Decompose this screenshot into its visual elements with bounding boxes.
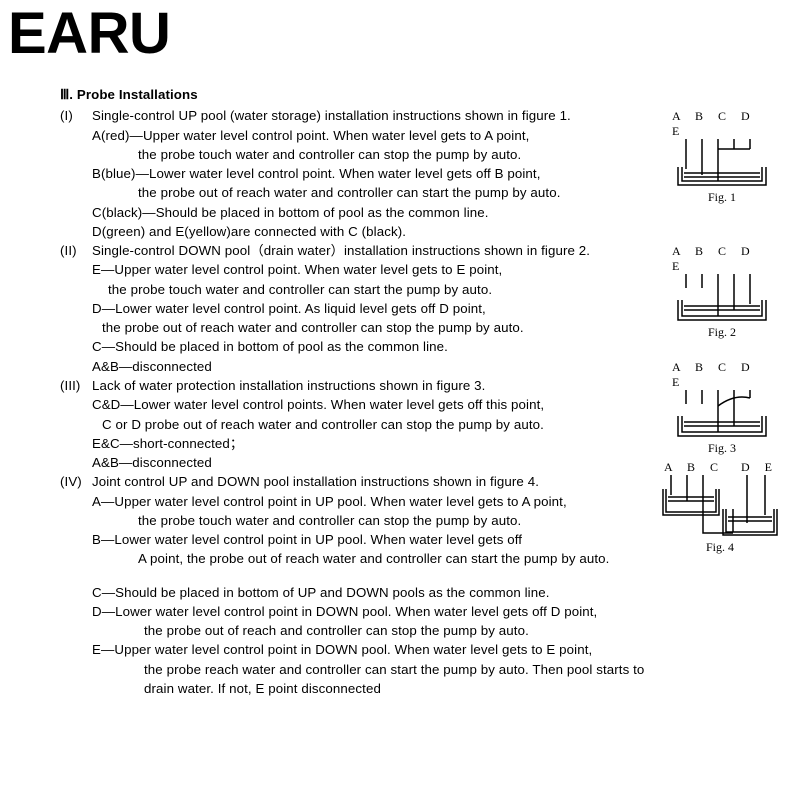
figure-1: A B C D E Fig. 1: [668, 109, 776, 205]
text-line: A&B—disconnected: [60, 357, 670, 376]
text-line: C&D—Lower water level control points. Wh…: [60, 395, 670, 414]
figure-4: A B C D E Fig. 4: [660, 460, 780, 555]
text-line: Joint control UP and DOWN pool installat…: [92, 472, 670, 491]
figure-labels-right: D E: [741, 460, 778, 475]
figure-labels: A B C D E: [668, 109, 776, 139]
figure-3-diagram: [674, 390, 770, 440]
figure-labels-left: A B C: [664, 460, 724, 475]
text-line: A point, the probe out of reach water an…: [60, 549, 670, 568]
text-line: the probe touch water and controller can…: [60, 280, 670, 299]
section-num: (II): [60, 241, 92, 260]
section-num: (IV): [60, 472, 92, 491]
brand-logo: EARU: [8, 0, 170, 67]
figure-2-diagram: [674, 274, 770, 324]
text-line: B—Lower water level control point in UP …: [60, 530, 670, 549]
figure-caption: Fig. 2: [668, 325, 776, 340]
text-line: E&C—short-connected；: [60, 434, 670, 453]
text-line: C or D probe out of reach water and cont…: [60, 415, 670, 434]
text-line: C—Should be placed in bottom of pool as …: [60, 337, 670, 356]
section-num: (III): [60, 376, 92, 395]
text-line: C—Should be placed in bottom of UP and D…: [60, 583, 670, 602]
figure-4-diagram: [661, 475, 779, 539]
text-line: A—Upper water level control point in UP …: [60, 492, 670, 511]
text-line: the probe out of reach and controller ca…: [60, 621, 670, 640]
section-2-head: (II) Single-control DOWN pool（drain wate…: [60, 241, 670, 260]
text-line: C(black)—Should be placed in bottom of p…: [60, 203, 670, 222]
text-line: the probe touch water and controller can…: [60, 511, 670, 530]
text-line: B(blue)—Lower water level control point.…: [60, 164, 670, 183]
section-num: (I): [60, 106, 92, 125]
text-line: Lack of water protection installation in…: [92, 376, 670, 395]
document-body: Ⅲ. Probe Installations (I) Single-contro…: [60, 85, 670, 698]
text-line: the probe out of reach water and control…: [60, 183, 670, 202]
text-line: Single-control DOWN pool（drain water）ins…: [92, 241, 670, 260]
text-line: drain water. If not, E point disconnecte…: [60, 679, 670, 698]
text-line: A(red)—Upper water level control point. …: [60, 126, 670, 145]
text-line: D—Lower water level control point. As li…: [60, 299, 670, 318]
text-line: Single-control UP pool (water storage) i…: [92, 106, 670, 125]
text-line: D(green) and E(yellow)are connected with…: [60, 222, 670, 241]
section-1-head: (I) Single-control UP pool (water storag…: [60, 106, 670, 125]
figure-caption: Fig. 4: [660, 540, 780, 555]
figure-labels: A B C D E: [660, 460, 780, 475]
text-line: A&B—disconnected: [60, 453, 670, 472]
figure-caption: Fig. 1: [668, 190, 776, 205]
figure-labels: A B C D E: [668, 360, 776, 390]
figure-2: A B C D E Fig. 2: [668, 244, 776, 340]
figure-labels: A B C D E: [668, 244, 776, 274]
section-title: Ⅲ. Probe Installations: [60, 85, 670, 104]
text-line: E—Upper water level control point. When …: [60, 260, 670, 279]
section-3-head: (III) Lack of water protection installat…: [60, 376, 670, 395]
text-line: the probe out of reach water and control…: [60, 318, 670, 337]
text-line: D—Lower water level control point in DOW…: [60, 602, 670, 621]
text-line: the probe touch water and controller can…: [60, 145, 670, 164]
section-4-head: (IV) Joint control UP and DOWN pool inst…: [60, 472, 670, 491]
text-line: E—Upper water level control point in DOW…: [60, 640, 670, 659]
text-line: the probe reach water and controller can…: [60, 660, 670, 679]
figure-caption: Fig. 3: [668, 441, 776, 456]
figure-1-diagram: [674, 139, 770, 189]
figure-3: A B C D E Fig. 3: [668, 360, 776, 456]
